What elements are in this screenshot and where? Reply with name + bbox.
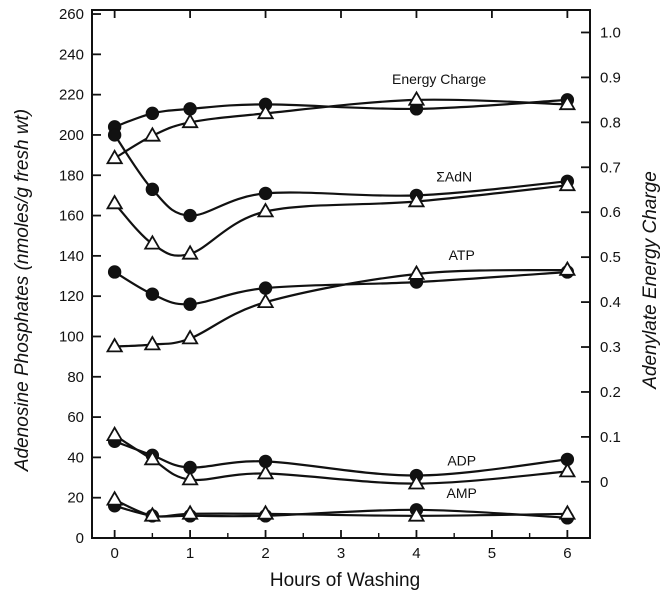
series-3-open-triangle-point [558, 462, 577, 478]
series-0-filled-circle-point [145, 106, 160, 121]
series-1-filled-circle-point [183, 208, 197, 223]
y2-tick-label: 0 [600, 474, 608, 491]
series-1-filled-line [113, 134, 568, 217]
y-tick-label: 260 [59, 6, 84, 23]
series-3-open-triangle-point [407, 474, 426, 490]
y-tick-label: 60 [67, 409, 84, 426]
series-label: ΣAdN [436, 168, 472, 184]
series-3-open-triangle-point [105, 425, 124, 442]
series-3-open-triangle-point [256, 464, 275, 480]
x-tick-label: 2 [261, 545, 269, 562]
series-1-filled-circle-point [145, 182, 160, 197]
series-1-filled-circle-point [258, 186, 273, 201]
x-tick-label: 0 [110, 545, 118, 562]
series-1-open-line [113, 184, 568, 257]
series-2-open-triangle-point [181, 329, 199, 345]
series-0-open-triangle-point [558, 95, 577, 111]
x-tick-label: 5 [488, 545, 496, 562]
series-2-open-triangle-point [256, 292, 275, 309]
y-tick-label: 240 [59, 46, 84, 63]
series-1-open-triangle-point [181, 244, 199, 260]
y-tick-label: 160 [59, 208, 84, 225]
series-3-filled-line [114, 440, 568, 477]
series-2-filled-circle-point [145, 287, 160, 301]
y-tick-label: 200 [59, 127, 84, 144]
series-0-open-triangle-point [105, 148, 124, 165]
series-labels: Energy Charge ΣAdN ATP ADP AMP [392, 71, 486, 501]
y2-tick-label: 0.8 [600, 114, 621, 131]
series-3-open-triangle-point [143, 450, 162, 466]
series-2-open-triangle-point [105, 337, 124, 353]
y-tick-label: 20 [67, 490, 84, 507]
y-tick-label: 120 [59, 288, 84, 305]
series-2-filled-circle-point [258, 281, 273, 295]
series-2-open-triangle-point [143, 335, 162, 351]
series-4-open-line [114, 498, 568, 518]
series-3-open-triangle-point [181, 470, 199, 486]
y-tick-label: 80 [67, 369, 84, 386]
plot-frame [91, 9, 591, 539]
series-1-open-triangle-point [105, 194, 124, 210]
series-2-open-line [114, 268, 568, 348]
x-tick-label: 6 [563, 545, 571, 562]
series-2-filled-circle-point [107, 265, 122, 279]
y-tick-label: 0 [76, 530, 84, 547]
series-4-open-triangle-point [407, 506, 426, 522]
series-1-open-triangle-point [558, 175, 577, 192]
series-label: Energy Charge [392, 71, 486, 87]
x-axis-title: Hours of Washing [270, 570, 420, 591]
y-tick-label: 140 [59, 248, 84, 265]
y2-tick-label: 0.4 [600, 294, 621, 311]
series-3-open-line [113, 434, 568, 485]
series-curves [113, 98, 568, 519]
series-label: ADP [447, 453, 476, 469]
series-4-open-triangle-point [143, 506, 162, 522]
series-0-open-triangle-point [256, 104, 275, 120]
axes: 0 1 2 3 4 5 6020406080100120140160180200220240… [59, 6, 621, 562]
series-4-open-triangle-point [181, 504, 199, 520]
y2-tick-label: 0.2 [600, 384, 621, 401]
y-axis-title: Adenosine Phosphates (nmoles/g fresh wt) [12, 109, 33, 472]
series-2-open-triangle-point [558, 260, 577, 276]
series-0-filled-line [114, 98, 568, 128]
y2-tick-label: 1.0 [600, 24, 621, 41]
y2-tick-label: 0.1 [600, 429, 621, 446]
series-1-open-triangle-point [143, 234, 162, 250]
series-1-open-triangle-point [407, 192, 426, 208]
y2-axis-title: Adenylate Energy Charge [640, 171, 661, 390]
series-2-filled-circle-point [183, 297, 197, 311]
y-tick-label: 180 [59, 167, 84, 184]
y2-tick-label: 0.7 [600, 159, 621, 176]
x-tick-label: 4 [412, 545, 420, 562]
series-markers [105, 90, 577, 525]
series-1-filled-circle-point [107, 128, 122, 142]
y-tick-label: 220 [59, 87, 84, 104]
series-label: AMP [447, 485, 477, 501]
y2-tick-label: 0.3 [600, 339, 621, 356]
series-1-open-triangle-point [256, 202, 275, 218]
series-0-open-triangle-point [407, 90, 426, 106]
y2-tick-label: 0.5 [600, 249, 621, 266]
series-4-open-triangle-point [558, 504, 577, 520]
series-0-open-triangle-point [181, 112, 199, 129]
x-tick-label: 1 [186, 545, 194, 562]
series-label: ATP [449, 247, 475, 263]
series-4-open-triangle-point [105, 490, 124, 506]
y2-tick-label: 0.6 [600, 204, 621, 221]
x-tick-label: 3 [337, 545, 345, 562]
y2-tick-label: 0.9 [600, 69, 621, 86]
series-4-open-triangle-point [256, 504, 275, 520]
y-tick-label: 100 [59, 328, 84, 345]
series-2-open-triangle-point [407, 264, 426, 280]
y-tick-label: 40 [67, 449, 84, 466]
series-2-filled-line [114, 270, 568, 306]
series-0-open-triangle-point [143, 126, 162, 142]
